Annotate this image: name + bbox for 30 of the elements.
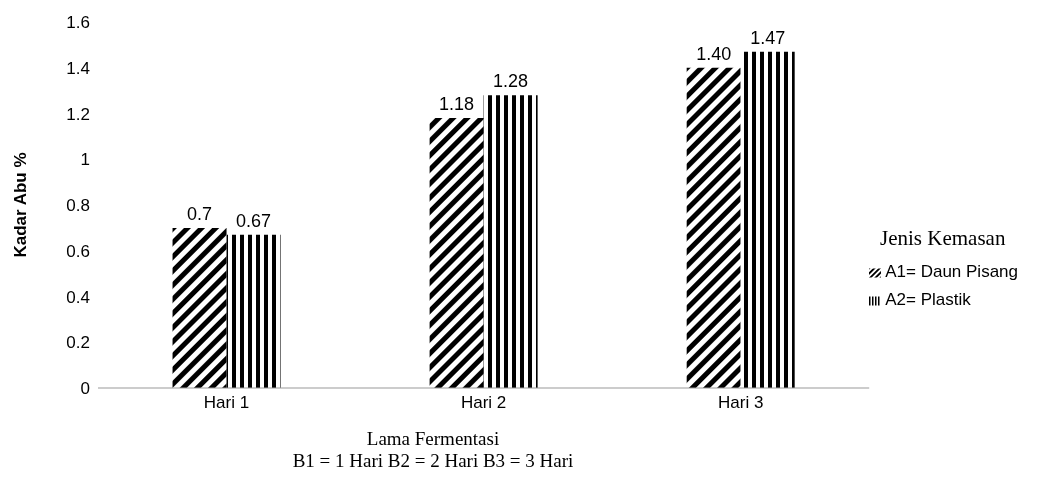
data-label: 1.28 <box>493 71 529 92</box>
text: B1 = 1 Hari B2 = 2 Hari B3 = 3 Hari <box>291 450 575 472</box>
x-tick-label: Hari 1 <box>203 393 250 413</box>
x-tick-label: Hari 3 <box>717 393 764 413</box>
data-label: 0.7 <box>187 203 213 224</box>
data-label: 1.18 <box>439 94 475 115</box>
bar <box>686 67 741 388</box>
legend-label: A2= Plastik <box>885 290 971 309</box>
y-tick-label: 1.2 <box>66 104 90 124</box>
y-tick-label: 0.4 <box>66 287 90 307</box>
y-tick-label: 1.4 <box>66 58 90 78</box>
y-axis-title: Kadar Abu % <box>11 152 31 258</box>
legend-title: Jenis Kemasan <box>880 226 1006 251</box>
y-tick-label: 1.6 <box>66 13 90 33</box>
y-tick-label: 0.6 <box>66 241 90 261</box>
x-tick-label: Hari 2 <box>460 393 507 413</box>
bar <box>740 51 795 388</box>
y-tick-label: 0.2 <box>66 333 90 353</box>
data-label: 1.47 <box>750 27 786 48</box>
y-tick-label: 0 <box>80 379 90 399</box>
y-tick-label: 1 <box>80 150 90 170</box>
legend-label: A1= Daun Pisang <box>885 262 1018 281</box>
bar <box>172 227 227 388</box>
y-tick-label: 0.8 <box>66 196 90 216</box>
bar <box>483 95 538 388</box>
bar <box>429 118 484 388</box>
data-label: 0.67 <box>236 210 272 231</box>
bar <box>226 234 281 388</box>
data-label: 1.40 <box>696 43 732 64</box>
x-axis-title: Lama Fermentasi <box>365 428 501 450</box>
